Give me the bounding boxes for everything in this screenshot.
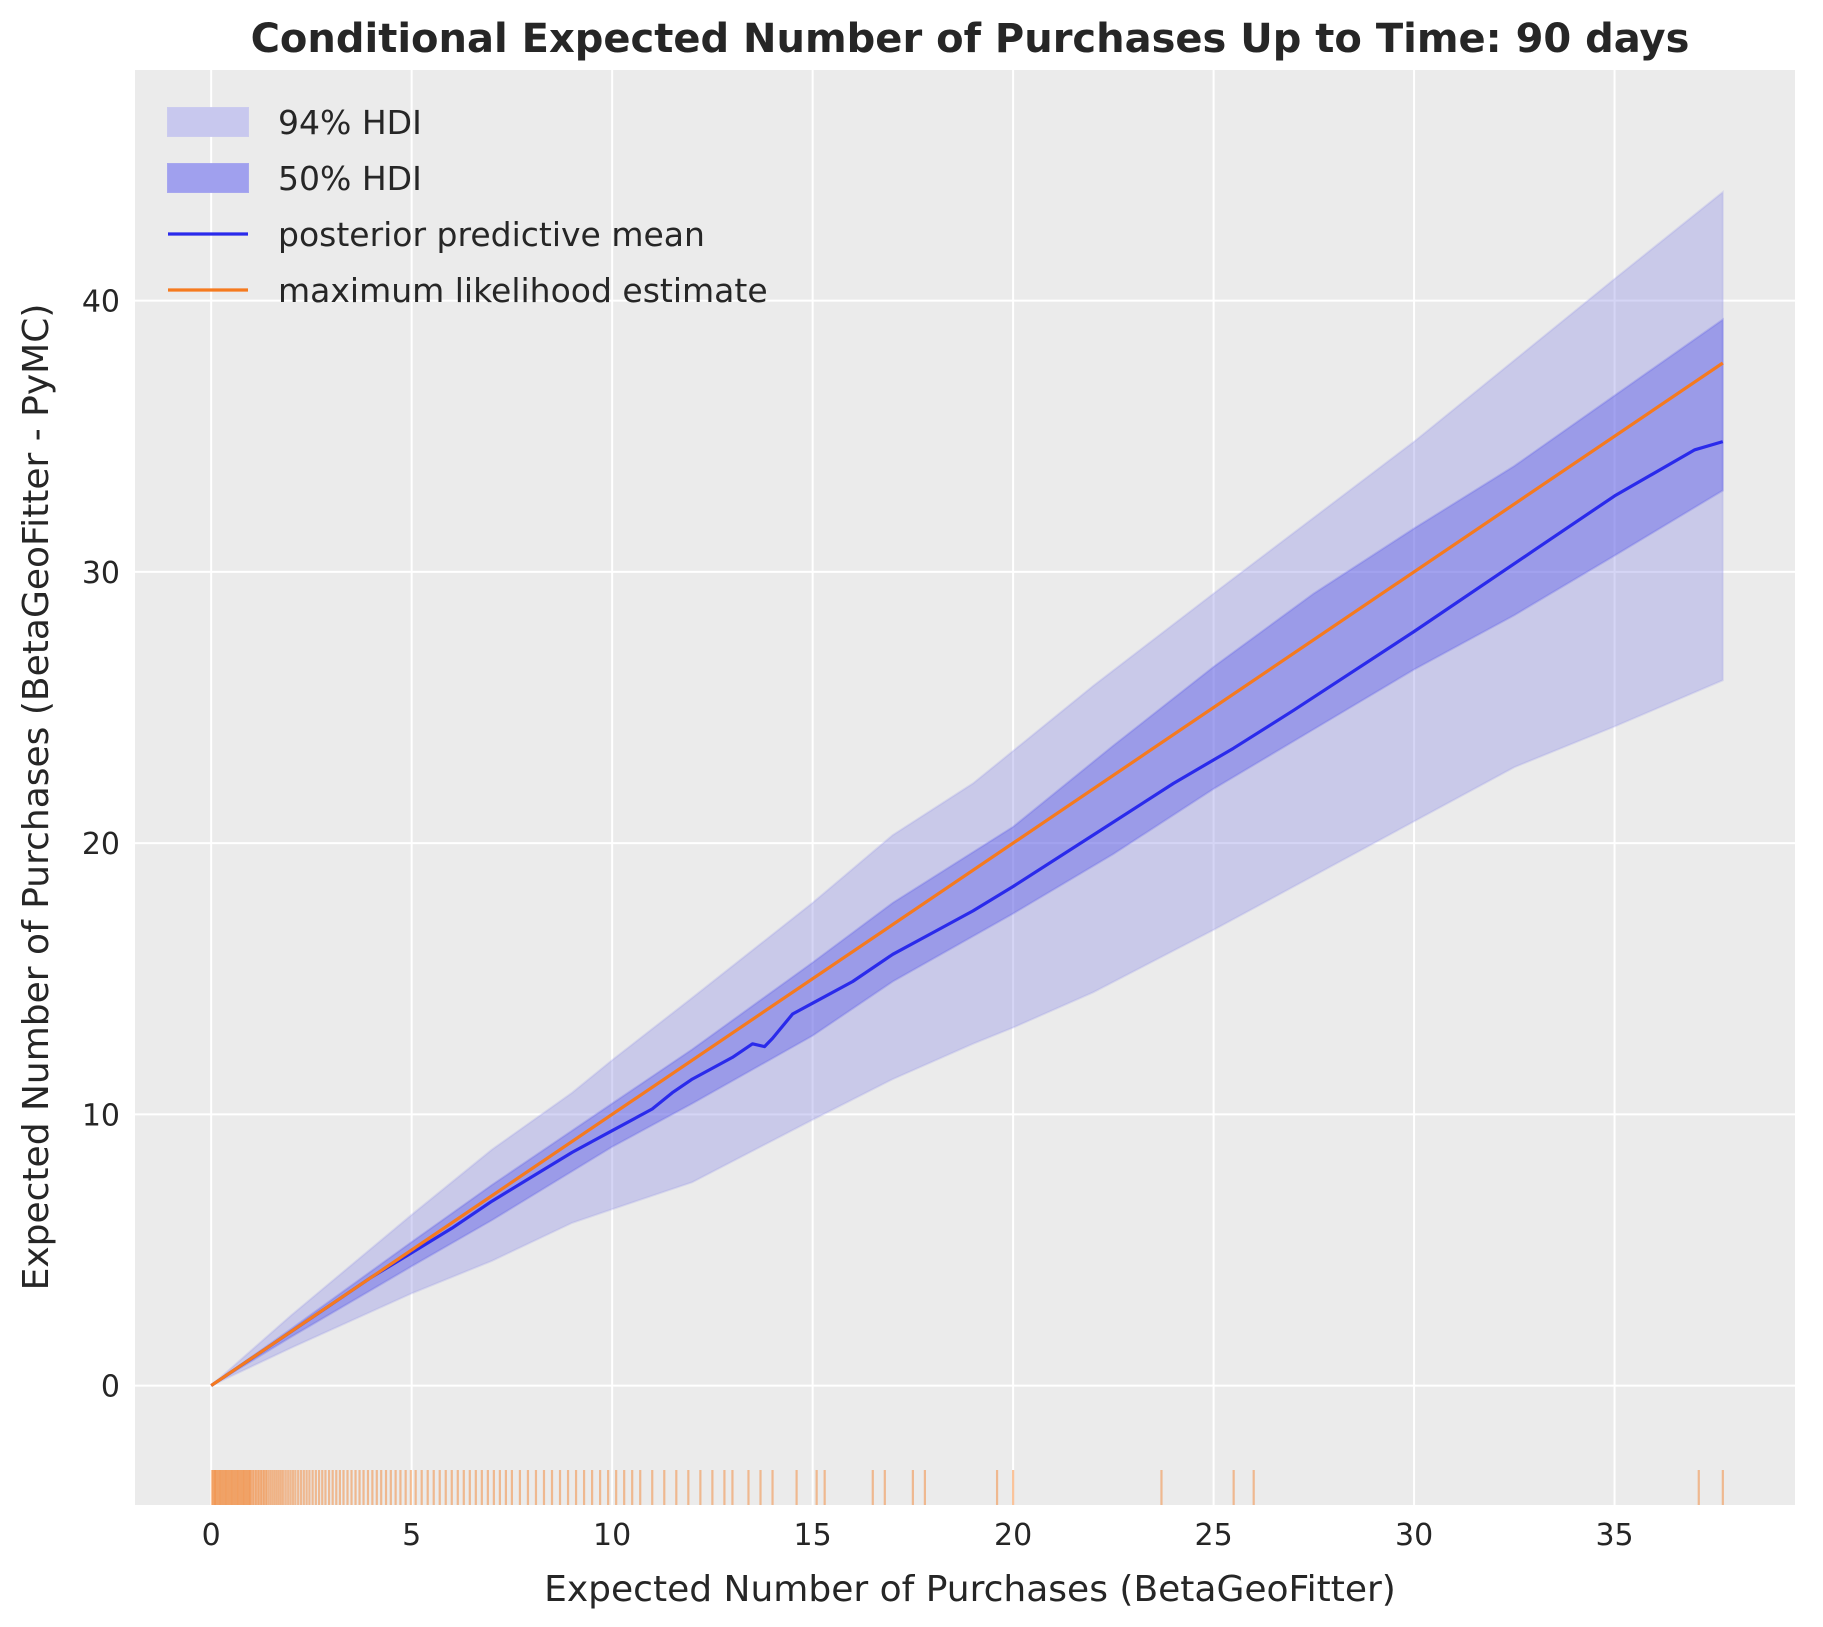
legend-label: posterior predictive mean	[278, 215, 705, 254]
legend-swatch-band	[167, 107, 249, 137]
hdi-bands	[210, 190, 1724, 1387]
legend-label: 94% HDI	[278, 103, 422, 142]
posterior-mean-line	[210, 440, 1724, 1387]
chart-title: Conditional Expected Number of Purchases…	[251, 16, 1690, 62]
legend: 94% HDI 50% HDI posterior predictive mean m…	[167, 103, 768, 310]
legend-swatch-band	[167, 163, 249, 193]
y-axis-label: Expected Number of Purchases (BetaGeoFit…	[16, 304, 57, 1291]
x-tick-label: 0	[202, 1518, 221, 1553]
x-tick-label: 30	[1395, 1518, 1433, 1553]
legend-entry-mle: maximum likelihood estimate	[168, 271, 768, 310]
y-tick-label: 0	[101, 1370, 120, 1405]
legend-label: maximum likelihood estimate	[278, 271, 768, 310]
x-tick-label: 25	[1195, 1518, 1233, 1553]
x-tick-label: 35	[1595, 1518, 1633, 1553]
y-tick-label: 30	[82, 556, 120, 591]
hdi-50-band	[210, 317, 1724, 1387]
x-tick-label: 5	[402, 1518, 421, 1553]
y-tick-label: 10	[82, 1098, 120, 1133]
x-axis-label: Expected Number of Purchases (BetaGeoFit…	[544, 1569, 1396, 1610]
mle-line	[210, 361, 1724, 1387]
y-axis-ticks: 0 10 20 30 40	[82, 285, 120, 1405]
hdi-94-band	[210, 190, 1724, 1387]
x-tick-label: 15	[794, 1518, 832, 1553]
legend-entry-hdi-94: 94% HDI	[167, 103, 422, 142]
legend-entry-hdi-50: 50% HDI	[167, 159, 422, 198]
x-axis-ticks: 0 5 10 15 20 25 30 35	[202, 1518, 1634, 1553]
x-tick-label: 10	[593, 1518, 631, 1553]
grid-lines	[135, 70, 1795, 1505]
y-tick-label: 40	[82, 285, 120, 320]
rug-plot	[210, 1470, 1724, 1505]
legend-entry-posterior-mean: posterior predictive mean	[168, 215, 705, 254]
series-lines	[210, 361, 1724, 1387]
y-tick-label: 20	[82, 827, 120, 862]
legend-label: 50% HDI	[278, 159, 422, 198]
x-tick-label: 20	[994, 1518, 1032, 1553]
